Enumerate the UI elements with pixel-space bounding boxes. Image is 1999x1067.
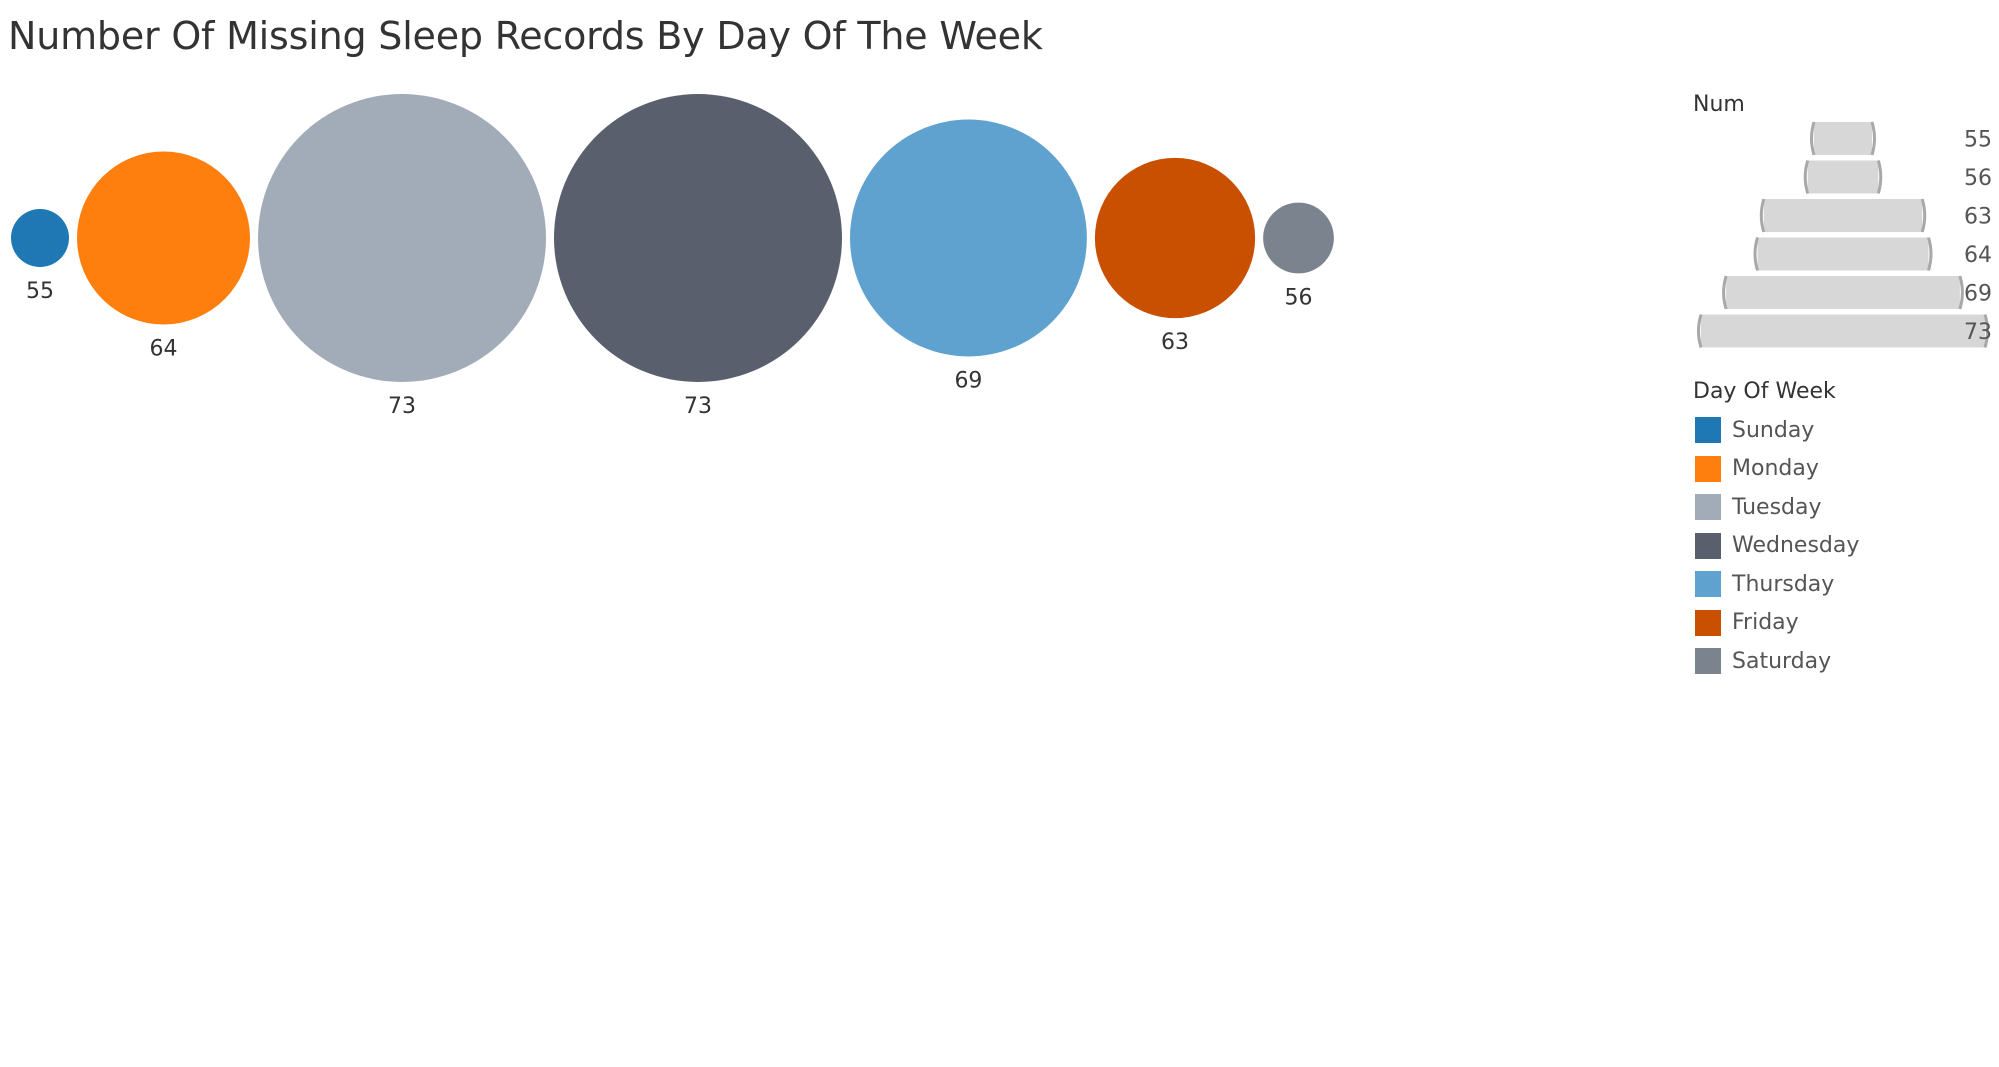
size-legend-label: 55: [1964, 128, 1992, 153]
legend-item-monday[interactable]: Monday: [1695, 450, 1859, 489]
size-legend-edge: [1753, 237, 1759, 271]
size-legend-bar: [1763, 199, 1923, 232]
size-legend-edge: [1759, 198, 1766, 233]
bubble-tuesday[interactable]: [258, 94, 546, 382]
size-legend-bar: [1814, 122, 1872, 155]
bubble-sunday[interactable]: [11, 209, 69, 267]
size-legend-label: 64: [1964, 243, 1992, 268]
legend-item-sunday[interactable]: Sunday: [1695, 411, 1859, 450]
legend-label: Thursday: [1732, 571, 1835, 597]
color-legend-title: Day Of Week: [1693, 379, 1836, 404]
legend-label: Sunday: [1732, 417, 1815, 443]
size-legend-edge: [1722, 275, 1728, 310]
size-legend-label: 69: [1964, 282, 1992, 307]
size-legend-label: 63: [1964, 205, 1992, 230]
bubble-wednesday[interactable]: [554, 94, 842, 382]
size-legend-edge: [1876, 160, 1883, 194]
size-legend-edge: [1810, 121, 1816, 156]
size-legend-bar: [1807, 160, 1879, 194]
legend-swatch: [1695, 455, 1721, 482]
legend-swatch: [1695, 571, 1721, 598]
bubble-saturday[interactable]: [1263, 202, 1334, 274]
size-legend-bar: [1726, 276, 1960, 309]
legend-swatch: [1695, 417, 1721, 444]
legend-label: Friday: [1732, 610, 1799, 636]
data-label-thursday: 69: [954, 368, 982, 393]
size-legend-label: 73: [1964, 320, 1992, 345]
bubble-friday[interactable]: [1094, 157, 1256, 319]
data-label-saturday: 56: [1285, 285, 1313, 310]
chart-title: Number Of Missing Sleep Records By Day O…: [8, 14, 1043, 58]
legend-swatch: [1695, 648, 1721, 675]
size-legend-label: 56: [1964, 166, 1992, 191]
legend-label: Saturday: [1732, 648, 1832, 674]
data-label-wednesday: 73: [684, 394, 712, 419]
size-legend-edge: [1958, 275, 1964, 310]
color-legend: Sunday Monday Tuesday Wednesday Thursday…: [1695, 411, 1859, 681]
size-legend-edge: [1803, 160, 1810, 194]
legend-swatch: [1695, 609, 1721, 636]
size-legend-bar: [1757, 237, 1929, 271]
legend-swatch: [1695, 532, 1721, 559]
data-label-friday: 63: [1161, 330, 1189, 355]
legend-swatch: [1695, 494, 1721, 521]
bubble-chart: 55 64 73 73 69 63 56: [11, 94, 1334, 419]
data-label-sunday: 55: [26, 279, 54, 304]
size-legend-edge: [1927, 237, 1933, 271]
data-label-monday: 64: [150, 337, 178, 362]
size-legend-edge: [1983, 314, 1989, 348]
bubble-thursday[interactable]: [850, 119, 1087, 357]
legend-label: Monday: [1732, 456, 1819, 482]
legend-item-wednesday[interactable]: Wednesday: [1695, 527, 1859, 566]
legend-item-saturday[interactable]: Saturday: [1695, 642, 1859, 681]
bubble-monday[interactable]: [77, 151, 250, 325]
size-legend-bar: [1701, 314, 1985, 348]
size-legend-edge: [1697, 314, 1703, 348]
legend-item-tuesday[interactable]: Tuesday: [1695, 488, 1859, 527]
size-legend: 55 56 63 64 69 73: [1697, 121, 1992, 348]
legend-item-thursday[interactable]: Thursday: [1695, 565, 1859, 604]
legend-label: Tuesday: [1732, 494, 1822, 520]
size-legend-edge: [1870, 121, 1876, 156]
data-label-tuesday: 73: [388, 394, 416, 419]
size-legend-title: Num: [1693, 92, 1745, 117]
legend-item-friday[interactable]: Friday: [1695, 604, 1859, 643]
legend-label: Wednesday: [1732, 533, 1860, 559]
size-legend-edge: [1920, 198, 1927, 233]
